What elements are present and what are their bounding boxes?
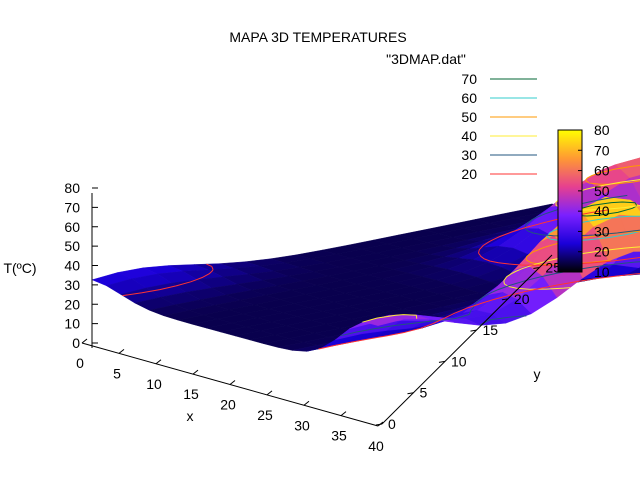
colorbar-tick-label: 20 <box>594 244 610 260</box>
contour-line-20 <box>122 209 640 350</box>
z-tick-label: 0 <box>72 335 80 351</box>
y-tick-label: 15 <box>482 322 498 338</box>
colorbar-tick-label: 10 <box>594 264 610 280</box>
x-tick-label: 0 <box>76 355 84 371</box>
x-tick-mark <box>118 348 125 354</box>
legend-label-70: 70 <box>461 71 477 87</box>
colorbar-tick-label: 40 <box>594 203 610 219</box>
y-tick-mark <box>470 329 477 332</box>
x-tick-mark <box>81 338 88 344</box>
colorbar <box>557 129 583 273</box>
colorbar-tick-label: 80 <box>594 122 610 138</box>
z-tick-label: 70 <box>64 199 80 215</box>
y-tick-label: 25 <box>545 260 561 276</box>
y-tick-mark <box>438 360 446 363</box>
y-tick-mark <box>375 423 383 426</box>
y-tick-label: 0 <box>388 416 396 432</box>
x-tick-label: 20 <box>220 397 236 413</box>
z-tick-label: 10 <box>64 316 80 332</box>
x-tick-label: 5 <box>113 365 121 381</box>
z-tick-label: 80 <box>64 180 80 196</box>
y-tick-mark <box>407 392 414 395</box>
legend-label-20: 20 <box>461 166 477 182</box>
y-tick-label: 10 <box>451 353 467 369</box>
x-tick-label: 15 <box>183 386 199 402</box>
z-axis-label: T(ºC) <box>3 260 36 276</box>
x-axis-label: x <box>187 408 194 424</box>
z-tick-label: 20 <box>64 296 80 312</box>
legend-label-60: 60 <box>461 90 477 106</box>
y-tick-mark <box>533 267 540 270</box>
x-tick-mark <box>229 380 236 385</box>
z-tick-label: 50 <box>64 238 80 254</box>
chart-title: MAPA 3D TEMPERATURES <box>229 29 406 45</box>
x-tick-label: 30 <box>294 417 310 433</box>
x-tick-label: 35 <box>331 428 347 444</box>
colorbar-tick-label: 60 <box>594 163 610 179</box>
y-axis-label: y <box>534 366 541 382</box>
x-tick-label: 25 <box>257 407 273 423</box>
colorbar-tick-label: 50 <box>594 183 610 199</box>
y-tick-mark <box>501 298 509 301</box>
legend-series-name: "3DMAP.dat" <box>386 51 466 67</box>
legend-label-30: 30 <box>461 147 477 163</box>
y-tick-label: 20 <box>514 291 530 307</box>
x-tick-label: 40 <box>368 438 384 454</box>
z-tick-label: 30 <box>64 277 80 293</box>
legend-label-40: 40 <box>461 128 477 144</box>
x-tick-mark <box>340 411 347 417</box>
x-tick-mark <box>155 359 162 365</box>
x-tick-label: 10 <box>146 376 162 392</box>
colorbar-tick-label: 70 <box>594 142 610 158</box>
x-tick-mark <box>266 390 273 396</box>
x-tick-mark <box>303 400 310 406</box>
colorbar-tick-label: 30 <box>594 223 610 239</box>
y-axis-line <box>381 254 553 425</box>
x-tick-mark <box>192 369 199 375</box>
y-tick-label: 5 <box>419 385 427 401</box>
z-tick-label: 40 <box>64 258 80 274</box>
legend-label-50: 50 <box>461 109 477 125</box>
z-tick-label: 60 <box>64 219 80 235</box>
